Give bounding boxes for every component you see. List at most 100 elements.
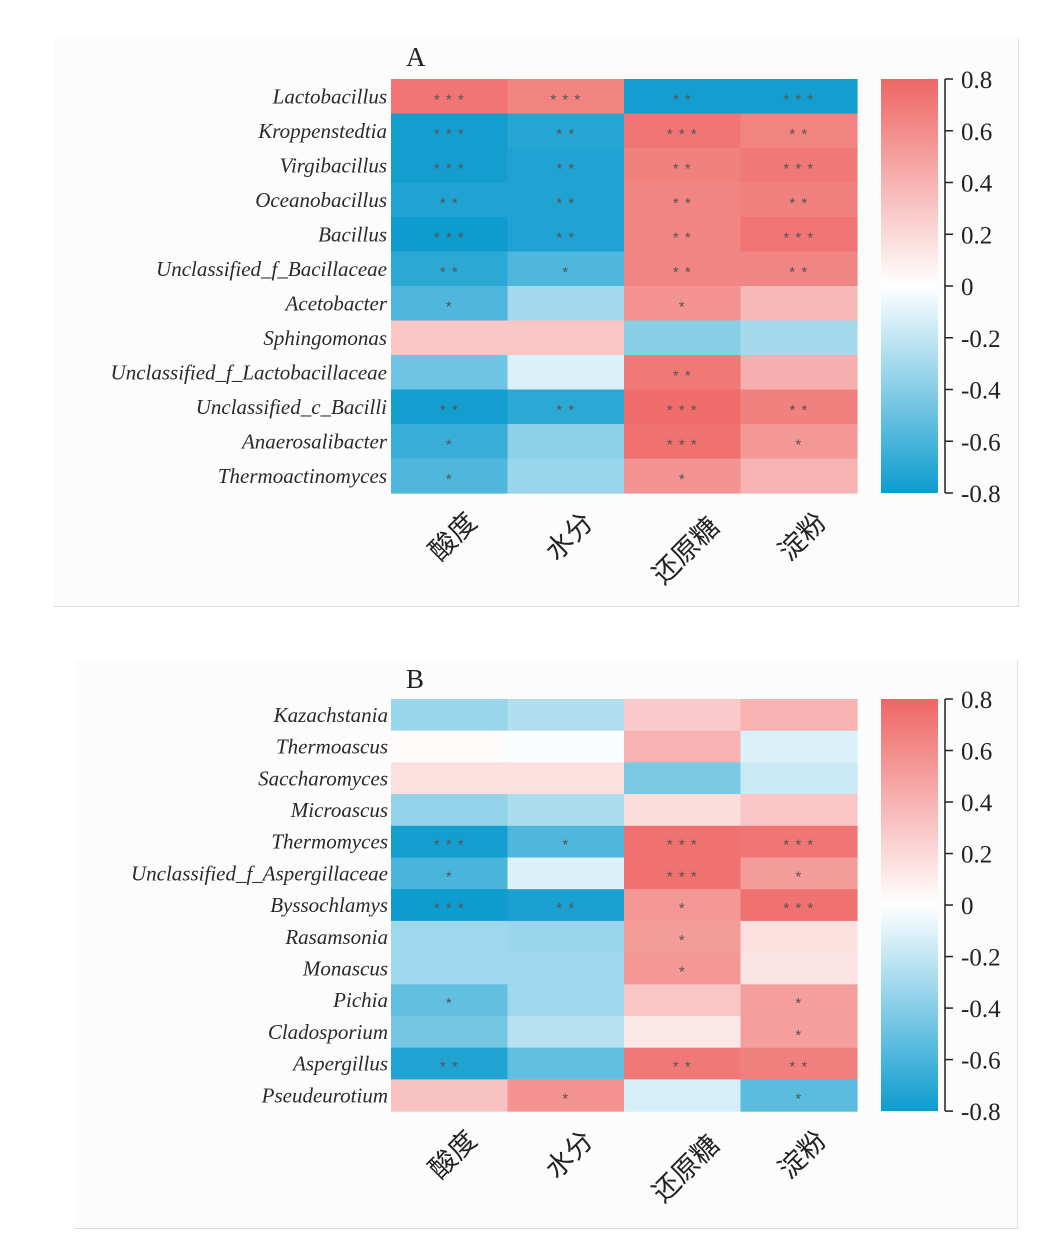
significance-mark: * * * <box>434 91 465 108</box>
heatmap-cell <box>507 1079 625 1112</box>
significance-mark: * * * <box>667 868 698 885</box>
colorbar-tick-label: 0.2 <box>961 222 992 249</box>
row-label: Rasamsonia <box>284 925 388 949</box>
heatmap-cell <box>507 182 625 218</box>
row-label: Byssochlamys <box>270 893 388 917</box>
row-label: Thermomyces <box>271 830 388 854</box>
column-label: 还原糖 <box>647 511 726 590</box>
heatmap-cell <box>507 952 625 985</box>
significance-mark: * * * <box>783 900 814 917</box>
heatmap-cell <box>740 984 858 1017</box>
heatmap-cell <box>507 458 625 494</box>
significance-mark: * * <box>673 91 692 108</box>
heatmap-cell <box>740 1047 858 1080</box>
significance-mark: * * * <box>667 402 698 419</box>
heatmap-cell <box>391 730 509 763</box>
heatmap-cell <box>624 217 742 253</box>
row-label: Kroppenstedtia <box>257 119 387 143</box>
heatmap-cell <box>391 699 509 732</box>
heatmap-cell <box>624 1047 742 1080</box>
heatmap-cell <box>391 762 509 795</box>
heatmap-cell <box>507 762 625 795</box>
significance-mark: * * <box>673 229 692 246</box>
row-label: Thermoascus <box>276 735 388 759</box>
row-label: Bacillus <box>318 222 387 246</box>
heatmap-cell <box>624 699 742 732</box>
panel-b: B Kazachstania Thermoascus Saccharomyces Mic… <box>75 660 1018 1229</box>
heatmap-cell <box>624 825 742 859</box>
heatmap-cell <box>624 389 742 425</box>
heatmap-cell <box>507 389 625 425</box>
heatmap-cell <box>391 355 509 391</box>
column-label: 淀粉 <box>773 507 833 567</box>
significance-mark: * * * <box>434 900 465 917</box>
heatmap-cell <box>624 857 742 890</box>
significance-mark: * * * <box>434 229 465 246</box>
significance-mark: * <box>446 298 453 315</box>
heatmap-cell <box>740 217 858 253</box>
row-label: Monascus <box>302 956 388 980</box>
significance-mark: * * <box>440 402 459 419</box>
significance-mark: * * <box>440 195 459 212</box>
significance-mark: * <box>446 995 453 1012</box>
heatmap-cell <box>624 730 742 763</box>
significance-mark: * * * <box>434 126 465 143</box>
row-label: Pseudeurotium <box>261 1083 388 1107</box>
heatmap-cell <box>391 79 509 115</box>
heatmap-cell <box>740 952 858 985</box>
heatmap-cell <box>391 1047 509 1080</box>
significance-mark: * <box>679 900 686 917</box>
heatmap-cell <box>624 920 742 954</box>
significance-mark: * <box>446 868 453 885</box>
heatmap-cell <box>391 952 509 985</box>
significance-mark: * * <box>440 1059 459 1076</box>
heatmap-cell <box>740 825 858 859</box>
significance-mark: * * * <box>667 436 698 453</box>
colorbar-tick-label: -0.4 <box>961 996 1001 1023</box>
row-label: Virgibacillus <box>280 153 387 177</box>
heatmap-cell <box>391 148 509 184</box>
colorbar-tick-label: -0.8 <box>961 481 1001 508</box>
significance-mark: * * * <box>783 229 814 246</box>
heatmap-cell <box>624 113 742 149</box>
colorbar-tick-label: 0.8 <box>961 67 992 94</box>
significance-mark: * * <box>673 160 692 177</box>
significance-mark: * * * <box>783 160 814 177</box>
heatmap-cell <box>740 286 858 322</box>
row-label: Oceanobacillus <box>255 188 387 212</box>
heatmap-cell <box>507 1016 625 1049</box>
heatmap-cell <box>391 1079 509 1112</box>
significance-mark: * <box>795 995 802 1012</box>
colorbar-tick-label: -0.6 <box>961 1048 1001 1075</box>
significance-mark: * <box>446 471 453 488</box>
row-label: Unclassified_f_Bacillaceae <box>156 257 387 281</box>
heatmap-cell <box>740 320 858 356</box>
significance-mark: * <box>679 471 686 488</box>
significance-mark: * * <box>673 367 692 384</box>
heatmap-cell <box>391 794 509 827</box>
heatmap-cell <box>507 286 625 322</box>
heatmap-cell <box>740 794 858 827</box>
significance-mark: * * * <box>667 126 698 143</box>
heatmap-cell <box>740 424 858 460</box>
significance-mark: * * <box>556 402 575 419</box>
heatmap-cell <box>740 1016 858 1049</box>
colorbar-tick-label: 0 <box>961 893 974 920</box>
heatmap-cell <box>740 1079 858 1112</box>
colorbar-tick-label: -0.8 <box>961 1099 1001 1126</box>
heatmap-b: B Kazachstania Thermoascus Saccharomyces Mic… <box>131 664 1001 1209</box>
heatmap-cell <box>507 825 625 859</box>
significance-mark: * <box>795 1090 802 1107</box>
significance-mark: * * <box>789 126 808 143</box>
row-label: Unclassified_c_Bacilli <box>196 395 387 419</box>
row-label: Microascus <box>290 798 388 822</box>
row-label: Pichia <box>332 988 388 1012</box>
heatmap-cell <box>624 889 742 922</box>
heatmap-cell <box>624 148 742 184</box>
colorbar-tick-label: 0.4 <box>961 171 993 198</box>
heatmap-cell <box>740 857 858 890</box>
significance-mark: * * <box>789 1059 808 1076</box>
heatmap-cell <box>507 889 625 922</box>
heatmap-cell <box>740 889 858 922</box>
heatmap-cell <box>391 920 509 954</box>
